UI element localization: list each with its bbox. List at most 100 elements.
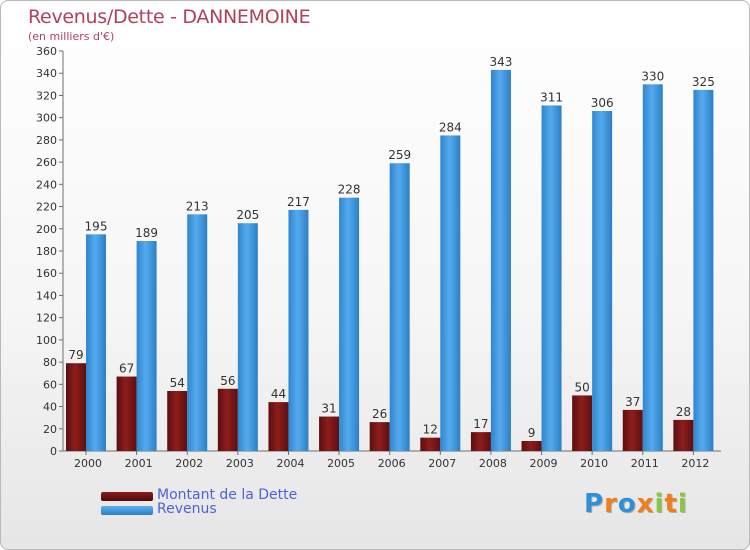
bar-dette [420,437,441,451]
bar-dette [470,432,491,451]
bar-revenus [693,89,714,451]
y-tick-label: 200 [36,223,57,236]
logo-letter: P [584,489,605,519]
x-tick-label: 2004 [276,457,304,470]
logo-letter: r [604,489,618,519]
bar-dette [167,391,188,451]
y-tick-label: 260 [36,156,57,169]
y-tick-label: 240 [36,178,57,191]
chart-subtitle: (en milliers d'€) [28,30,115,43]
value-label-dette: 17 [473,417,488,431]
value-label-dette: 67 [119,362,134,376]
logo-letter: o [617,489,637,519]
value-label-revenus: 330 [641,69,664,83]
value-label-dette: 9 [528,426,536,440]
value-label-revenus: 205 [236,208,259,222]
x-tick-label: 2007 [428,457,456,470]
bar-revenus [339,197,360,451]
value-label-revenus: 306 [591,96,614,110]
value-label-revenus: 343 [489,55,512,69]
y-tick-label: 340 [36,67,57,80]
bar-dette [116,376,137,451]
bar-revenus [389,163,410,451]
x-tick-label: 2009 [530,457,558,470]
logo-letter: i [677,489,688,519]
bar-revenus [237,223,258,451]
legend-swatch-dette [101,492,153,501]
bar-dette [572,395,593,451]
x-tick-label: 2001 [125,457,153,470]
y-tick-label: 220 [36,201,57,214]
value-label-dette: 79 [68,348,83,362]
value-label-dette: 56 [220,374,235,388]
y-tick-label: 40 [43,401,57,414]
value-label-revenus: 189 [135,226,158,240]
y-tick-label: 280 [36,134,57,147]
logo-letter: i [654,489,665,519]
y-tick-label: 100 [36,334,57,347]
x-tick-label: 2003 [226,457,254,470]
value-label-revenus: 325 [692,75,715,89]
bar-revenus [440,135,461,451]
bar-dette [673,419,694,451]
proxiti-logo: Proxiti [584,489,688,519]
bar-dette [369,422,390,451]
x-tick-label: 2008 [479,457,507,470]
y-tick-label: 180 [36,245,57,258]
y-tick-label: 120 [36,312,57,325]
legend-swatch-revenus [101,506,153,515]
value-label-dette: 31 [321,402,336,416]
bar-dette [521,441,542,451]
chart-title: Revenus/Dette - DANNEMOINE [28,6,311,28]
value-label-revenus: 195 [85,219,108,233]
value-label-dette: 44 [271,387,286,401]
x-tick-label: 2012 [681,457,709,470]
value-label-dette: 12 [423,423,438,437]
bar-dette [319,416,340,451]
value-label-revenus: 259 [388,148,411,162]
bar-revenus [187,214,208,451]
value-label-dette: 26 [372,407,387,421]
x-tick-label: 2010 [580,457,608,470]
x-tick-label: 2006 [378,457,406,470]
x-tick-label: 2000 [74,457,102,470]
bar-dette [622,409,643,451]
y-tick-label: 140 [36,289,57,302]
bar-dette [66,363,86,451]
value-label-dette: 54 [170,376,185,390]
value-label-dette: 37 [625,395,640,409]
bar-dette [217,388,238,451]
value-label-revenus: 217 [287,195,310,209]
value-label-dette: 50 [575,380,590,394]
legend-label-dette: Montant de la Dette [157,487,298,503]
value-label-revenus: 213 [186,199,209,213]
legend-label-revenus: Revenus [157,501,217,517]
y-tick-label: 60 [43,378,57,391]
value-label-revenus: 311 [540,90,563,104]
y-tick-label: 0 [50,445,57,458]
bar-revenus [592,111,613,451]
x-tick-label: 2005 [327,457,355,470]
y-tick-label: 300 [36,112,57,125]
bar-dette [268,402,289,451]
y-tick-label: 320 [36,89,57,102]
y-tick-label: 20 [43,423,57,436]
x-tick-label: 2011 [631,457,659,470]
value-label-revenus: 284 [439,120,462,134]
logo-letter: x [636,489,655,519]
x-tick-label: 2002 [175,457,203,470]
bar-revenus [642,84,663,451]
bar-revenus [136,241,157,451]
bar-revenus [541,105,562,451]
logo-letter: t [664,489,678,519]
value-label-dette: 28 [676,405,691,419]
bar-revenus [288,209,309,451]
y-tick-label: 80 [43,356,57,369]
bar-revenus [490,69,511,451]
y-tick-label: 160 [36,267,57,280]
y-tick-label: 360 [36,45,57,58]
bar-revenus [86,234,106,451]
value-label-revenus: 228 [338,183,361,197]
